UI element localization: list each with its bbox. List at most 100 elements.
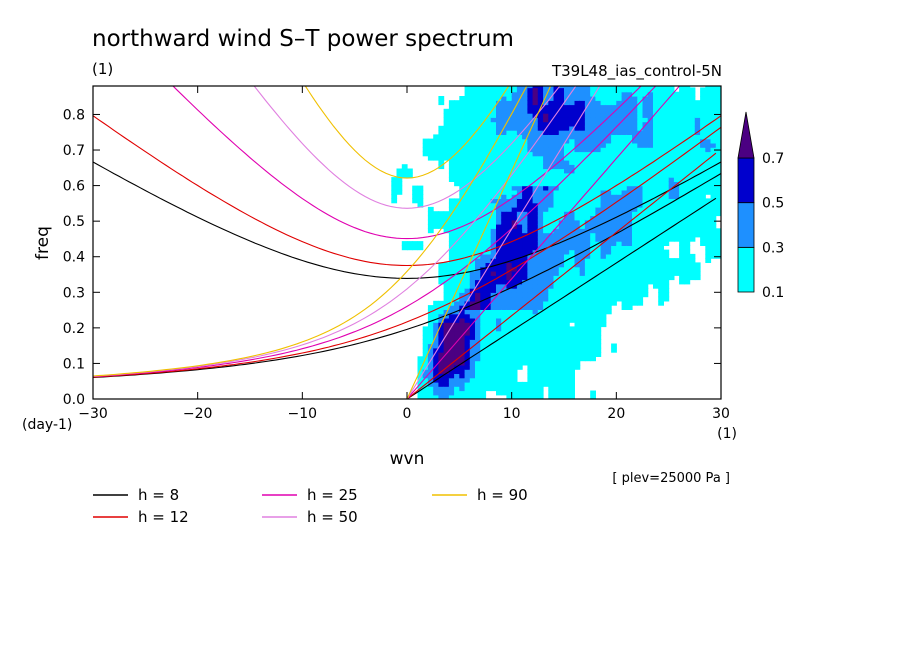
power-cell	[558, 279, 565, 285]
power-cell	[475, 262, 481, 268]
power-cell	[579, 155, 586, 161]
power-cell	[532, 87, 539, 93]
power-cell	[689, 172, 696, 178]
power-cell	[459, 369, 466, 374]
power-cell	[475, 386, 481, 392]
power-cell	[448, 305, 455, 310]
power-cell	[679, 121, 685, 127]
power-cell	[590, 300, 596, 306]
power-cell	[537, 172, 544, 178]
power-cell	[658, 138, 664, 144]
power-cell	[605, 296, 612, 302]
power-cell	[715, 151, 721, 157]
power-cell	[553, 266, 560, 272]
power-cell	[532, 335, 539, 340]
power-cell	[522, 206, 528, 212]
power-cell	[459, 335, 466, 340]
dispersion-curve	[93, 161, 721, 279]
power-cell	[459, 330, 466, 336]
power-cell	[548, 206, 555, 212]
power-cell	[469, 288, 476, 293]
power-cell	[663, 275, 670, 281]
power-cell	[516, 339, 523, 345]
power-cell	[710, 215, 717, 221]
power-cell	[579, 185, 586, 191]
power-cell	[496, 189, 502, 195]
power-cell	[532, 283, 539, 289]
power-cell	[480, 356, 487, 362]
power-cell	[621, 96, 628, 101]
power-cell	[642, 262, 649, 268]
power-cell	[459, 386, 466, 392]
power-cell	[600, 108, 607, 114]
power-cell	[632, 172, 638, 178]
power-cell	[522, 147, 528, 153]
power-cell	[490, 369, 497, 374]
power-cell	[485, 253, 492, 259]
power-cell	[475, 258, 481, 263]
power-cell	[459, 253, 466, 259]
power-cell	[516, 275, 523, 281]
power-cell	[569, 253, 575, 259]
power-cell	[694, 275, 701, 281]
power-cell	[595, 87, 602, 93]
power-cell	[454, 228, 460, 234]
power-cell	[700, 104, 706, 110]
power-cell	[422, 390, 429, 396]
power-cell	[710, 232, 717, 238]
power-cell	[679, 155, 685, 161]
power-cell	[543, 292, 549, 298]
power-cell	[673, 125, 680, 131]
power-cell	[532, 104, 539, 110]
y-tick-label: 0.7	[63, 143, 85, 159]
power-cell	[694, 215, 701, 221]
power-cell	[490, 194, 497, 199]
power-cell	[543, 266, 549, 272]
power-cell	[684, 266, 691, 272]
power-cell	[506, 185, 513, 191]
power-cell	[653, 138, 659, 144]
power-cell	[485, 275, 492, 281]
power-cell	[564, 138, 570, 144]
power-cell	[600, 283, 607, 289]
power-cell	[558, 377, 565, 383]
power-cell	[543, 164, 549, 170]
power-cell	[501, 86, 507, 89]
power-cell	[464, 86, 471, 89]
power-cell	[496, 138, 502, 144]
power-cell	[700, 224, 706, 229]
power-cell	[632, 87, 638, 93]
power-cell	[616, 288, 623, 293]
power-cell	[632, 224, 638, 229]
power-cell	[459, 142, 466, 148]
power-cell	[558, 352, 565, 357]
power-cell	[679, 125, 685, 131]
power-cell	[553, 142, 560, 148]
power-cell	[569, 108, 575, 114]
power-cell	[501, 339, 507, 345]
power-cell	[647, 249, 654, 255]
power-cell	[548, 172, 555, 178]
power-cell	[469, 352, 476, 357]
power-cell	[647, 168, 654, 174]
power-cell	[658, 108, 664, 114]
power-cell	[611, 87, 617, 93]
power-cell	[496, 343, 502, 349]
power-cell	[553, 164, 560, 170]
power-cell	[694, 134, 701, 140]
power-cell	[574, 198, 581, 204]
power-cell	[454, 125, 460, 131]
power-cell	[527, 326, 534, 332]
power-cell	[537, 313, 544, 319]
power-cell	[558, 96, 565, 101]
y-tick-label: 0.0	[63, 392, 85, 408]
power-cell	[537, 164, 544, 170]
power-cell	[689, 117, 696, 123]
power-cell	[511, 339, 518, 345]
power-cell	[684, 155, 691, 161]
power-cell	[553, 117, 560, 123]
power-cell	[715, 134, 721, 140]
power-cell	[516, 386, 523, 392]
power-cell	[663, 194, 670, 199]
power-cell	[548, 279, 555, 285]
